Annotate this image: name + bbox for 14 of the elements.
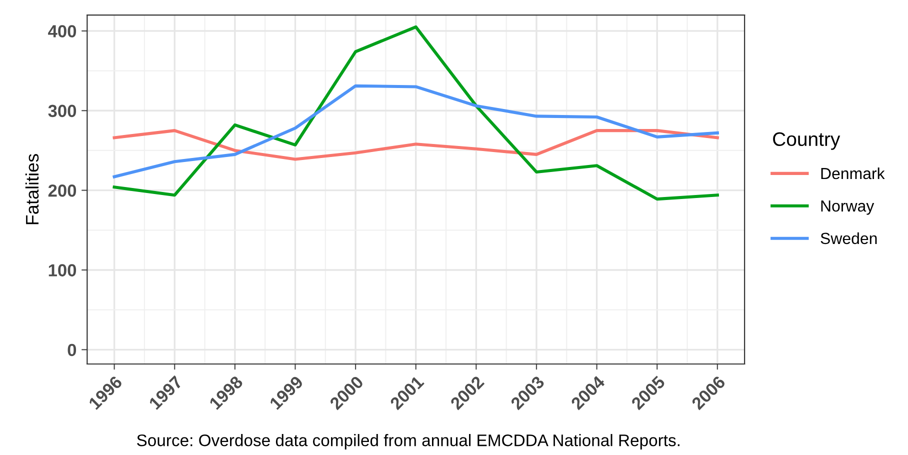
legend-title: Country bbox=[773, 132, 840, 150]
y-tick-label: 300 bbox=[48, 104, 76, 118]
y-axis-title: Fatalities bbox=[25, 154, 39, 224]
line-series bbox=[112, 84, 719, 178]
legend-label: Denmark bbox=[821, 167, 885, 180]
legend-label: Sweden bbox=[820, 232, 877, 244]
legend-label: Norway bbox=[821, 200, 874, 215]
line-series bbox=[112, 25, 719, 201]
y-tick-label: 100 bbox=[48, 264, 76, 276]
y-tick-label: 0 bbox=[68, 344, 76, 356]
y-tick-label: 400 bbox=[48, 25, 76, 38]
line-series bbox=[112, 129, 719, 161]
source-note: Source: Overdose data compiled from annual EMCDDA National Reports. bbox=[137, 434, 680, 450]
y-tick-label: 200 bbox=[48, 184, 76, 197]
